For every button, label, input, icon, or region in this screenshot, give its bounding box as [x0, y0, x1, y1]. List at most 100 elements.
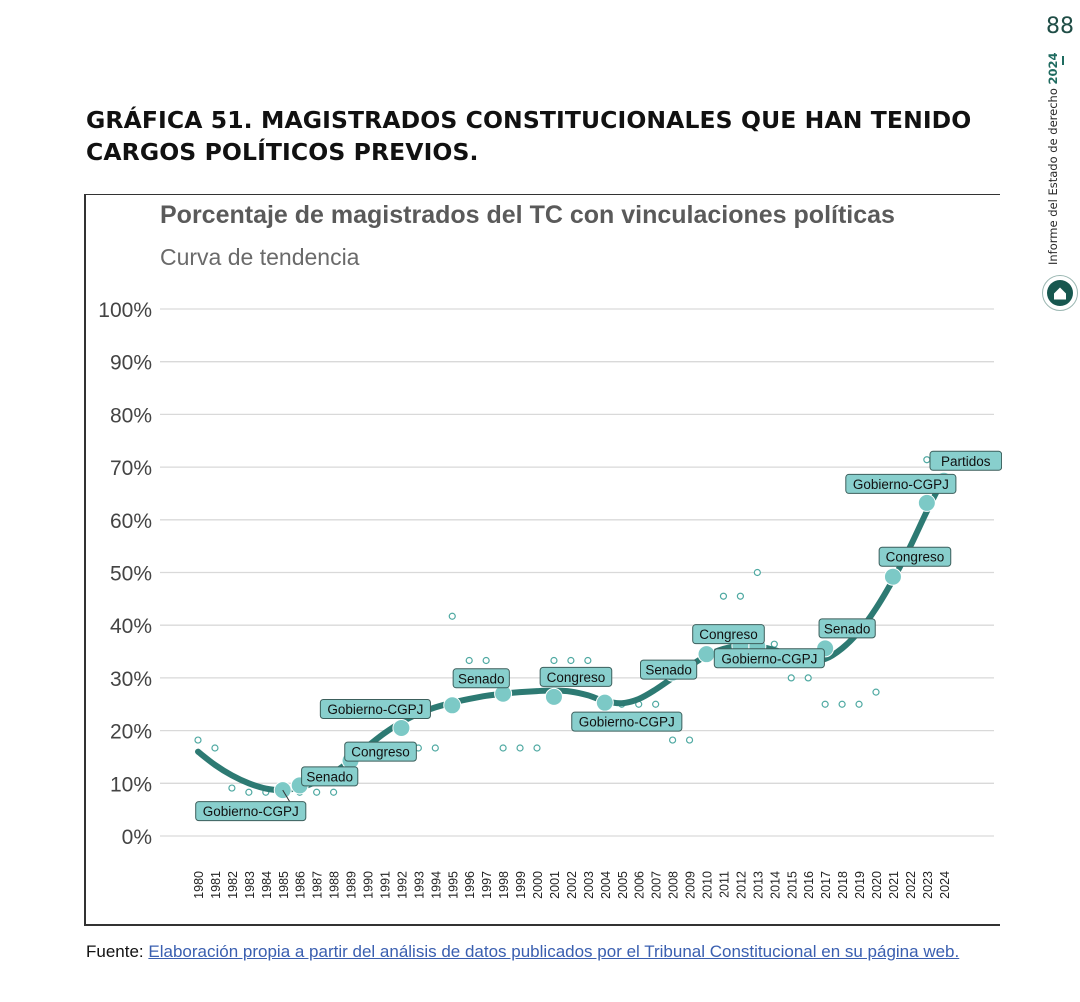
- y-tick-label: 80%: [110, 404, 152, 427]
- y-tick-label: 90%: [110, 352, 152, 375]
- scatter-point: [923, 456, 931, 464]
- scatter-point: [533, 744, 541, 752]
- chart-frame: Porcentaje de magistrados del TC con vin…: [84, 194, 1002, 926]
- scatter-point: [482, 656, 490, 665]
- home-icon: [1047, 280, 1073, 306]
- event-label-box: [878, 546, 952, 567]
- event-point: [595, 693, 614, 712]
- event-label-text: Congreso: [547, 670, 606, 685]
- x-tick-label: 2001: [548, 871, 562, 899]
- x-tick-label: 1986: [294, 871, 308, 899]
- event-label: Senado: [301, 766, 359, 787]
- y-tick-label: 10%: [110, 773, 152, 796]
- source-link[interactable]: Elaboración propia a partir del análisis…: [148, 942, 960, 961]
- scatter-point: [448, 612, 456, 620]
- event-label-box: [452, 668, 510, 689]
- scatter-point: [770, 640, 778, 648]
- event-label: Congreso: [878, 546, 952, 567]
- event-point: [544, 687, 563, 706]
- event-label: Senado: [452, 668, 510, 689]
- x-tick-label: 2014: [768, 871, 782, 899]
- scatter-point: [736, 592, 745, 600]
- event-label: Senado: [818, 618, 876, 639]
- x-tick-label: 1984: [260, 871, 274, 899]
- event-label-text: Senado: [824, 621, 871, 636]
- x-tick-label: 1989: [345, 871, 359, 899]
- source-note: Fuente: Elaboración propia a partir del …: [86, 940, 1000, 963]
- scatter-point: [313, 788, 321, 796]
- event-label: Partidos: [929, 450, 1002, 471]
- scatter-point: [245, 788, 253, 796]
- event-label-box: [344, 741, 417, 762]
- x-tick-label: 2020: [870, 871, 884, 899]
- event-point: [697, 645, 716, 664]
- x-tick-label: 1999: [514, 871, 528, 899]
- x-tick-label: 2013: [751, 871, 765, 899]
- trend-chart: Porcentaje de magistrados del TC con vin…: [98, 201, 1002, 899]
- y-tick-label: 70%: [110, 457, 152, 480]
- event-point: [917, 493, 936, 512]
- figure-title: GRÁFICA 51. MAGISTRADOS CONSTITUCIONALES…: [86, 106, 972, 166]
- event-label: Gobierno-CGPJ: [713, 648, 825, 669]
- event-label-box: [692, 624, 765, 645]
- event-label: Senado: [640, 659, 698, 680]
- y-tick-label: 40%: [110, 615, 152, 638]
- event-label-text: Gobierno-CGPJ: [327, 702, 423, 717]
- scatter-point: [838, 700, 846, 708]
- x-tick-label: 2004: [599, 871, 613, 899]
- x-tick-label: 2003: [582, 871, 596, 899]
- event-point: [883, 567, 902, 586]
- x-tick-label: 2010: [701, 871, 715, 899]
- x-tick-label: 1981: [209, 871, 223, 899]
- x-tick-label: 1985: [277, 871, 291, 899]
- event-label-text: Congreso: [886, 550, 945, 565]
- x-tick-label: 2024: [938, 871, 952, 899]
- scatter-point: [719, 592, 728, 600]
- x-tick-label: 1983: [243, 871, 257, 899]
- x-tick-label: 2002: [565, 871, 579, 899]
- x-tick-label: 2018: [836, 871, 850, 899]
- scatter-point: [652, 700, 660, 708]
- scatter-point: [685, 736, 694, 744]
- x-tick-label: 2021: [887, 871, 901, 899]
- x-tick-label: 1992: [395, 871, 409, 899]
- x-tick-label: 2012: [734, 871, 748, 899]
- event-label-box: [640, 659, 698, 680]
- scatter-point: [516, 744, 524, 752]
- x-tick-label: 1993: [412, 871, 426, 899]
- scatter-point: [194, 736, 202, 744]
- page-number-rule: [1062, 56, 1064, 65]
- report-name: Informe del Estado de derecho: [1046, 88, 1060, 265]
- event-label: Gobierno-CGPJ: [845, 473, 957, 494]
- event-label-box: [818, 618, 876, 639]
- x-tick-label: 2006: [633, 871, 647, 899]
- scatter-point: [228, 784, 236, 792]
- event-label: Congreso: [692, 624, 765, 645]
- event-point: [443, 696, 462, 715]
- scatter-point: [550, 656, 558, 665]
- x-tick-label: 1982: [226, 871, 240, 899]
- home-button[interactable]: [1042, 275, 1078, 311]
- event-labels: Gobierno-CGPJ Senado Congreso Gobierno-CGPJ…: [195, 450, 1002, 822]
- scatter-point: [567, 656, 575, 665]
- x-tick-label: 2019: [853, 871, 867, 899]
- event-label-text: Partidos: [941, 454, 991, 469]
- scatter-point: [753, 568, 761, 577]
- x-tick-label: 1991: [378, 871, 392, 899]
- x-tick-label: 2022: [904, 871, 918, 899]
- scatter-point: [330, 788, 338, 796]
- report-year: 2024: [1046, 52, 1060, 85]
- scatter-point: [787, 674, 795, 682]
- x-tick-label: 2000: [531, 871, 545, 899]
- x-tick-label: 2005: [616, 871, 630, 899]
- x-tick-label: 2009: [684, 871, 698, 899]
- event-label-text: Gobierno-CGPJ: [579, 715, 675, 730]
- event-label-box: [319, 698, 431, 719]
- report-side-label: Informe del Estado de derecho 2024: [1046, 52, 1076, 265]
- event-label-text: Gobierno-CGPJ: [721, 651, 817, 666]
- x-tick-label: 2023: [921, 871, 935, 899]
- event-label: Gobierno-CGPJ: [319, 698, 431, 719]
- event-label-box: [195, 801, 307, 822]
- y-tick-label: 20%: [110, 721, 152, 744]
- page-number: 88: [1046, 14, 1074, 39]
